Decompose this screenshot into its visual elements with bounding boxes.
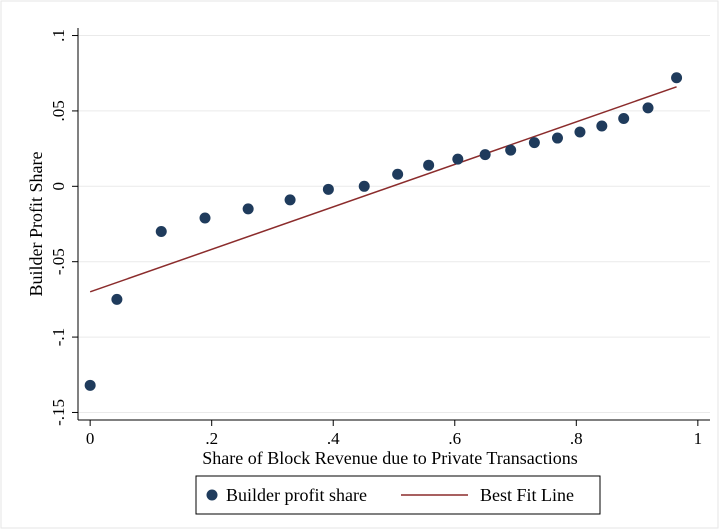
x-tick-label: .8 — [570, 429, 583, 448]
data-point — [551, 132, 563, 144]
data-point — [111, 293, 123, 305]
y-tick-label: 0 — [49, 182, 68, 191]
legend-label-builder-profit-share: Builder profit share — [226, 485, 367, 505]
data-point — [452, 153, 464, 165]
y-tick-label: -.15 — [49, 399, 68, 426]
legend: Builder profit share Best Fit Line — [195, 475, 601, 515]
gridlines — [78, 35, 710, 413]
data-point — [505, 144, 517, 156]
data-point — [358, 180, 370, 192]
y-tick-label: .1 — [49, 29, 68, 42]
fit-line-layer — [89, 86, 677, 293]
x-tick-label: 0 — [86, 429, 95, 448]
y-tick-label: -.05 — [49, 248, 68, 275]
data-point — [199, 212, 211, 224]
y-axis-title: Builder Profit Share — [26, 152, 46, 297]
data-point — [574, 126, 586, 138]
scatter-points — [84, 72, 683, 391]
x-axis-title: Share of Block Revenue due to Private Tr… — [202, 448, 577, 468]
y-tick-label: .05 — [49, 100, 68, 121]
data-point — [528, 137, 540, 149]
axes: 0 .2 .4 .6 .8 1 .1 .05 0 -.05 -.1 -.15 — [49, 28, 710, 448]
legend-label-best-fit-line: Best Fit Line — [480, 485, 574, 505]
x-tick-label: .4 — [327, 429, 340, 448]
data-point — [84, 379, 96, 391]
legend-marker-scatter — [206, 489, 218, 501]
data-point — [242, 203, 254, 215]
x-tick-label: .2 — [205, 429, 218, 448]
data-point — [284, 194, 296, 206]
data-point — [642, 102, 654, 114]
data-point — [596, 120, 608, 132]
plot-area — [78, 28, 710, 420]
data-point — [322, 183, 334, 195]
y-tick-label: -.1 — [49, 328, 68, 346]
x-tick-label: .6 — [448, 429, 461, 448]
data-point — [423, 159, 435, 171]
data-point — [618, 112, 630, 124]
best-fit-line — [89, 86, 677, 293]
data-point — [671, 72, 683, 84]
legend-box — [195, 475, 601, 515]
data-point — [155, 226, 167, 238]
x-tick-label: 1 — [694, 429, 703, 448]
data-point — [392, 168, 404, 180]
data-point — [479, 149, 491, 161]
